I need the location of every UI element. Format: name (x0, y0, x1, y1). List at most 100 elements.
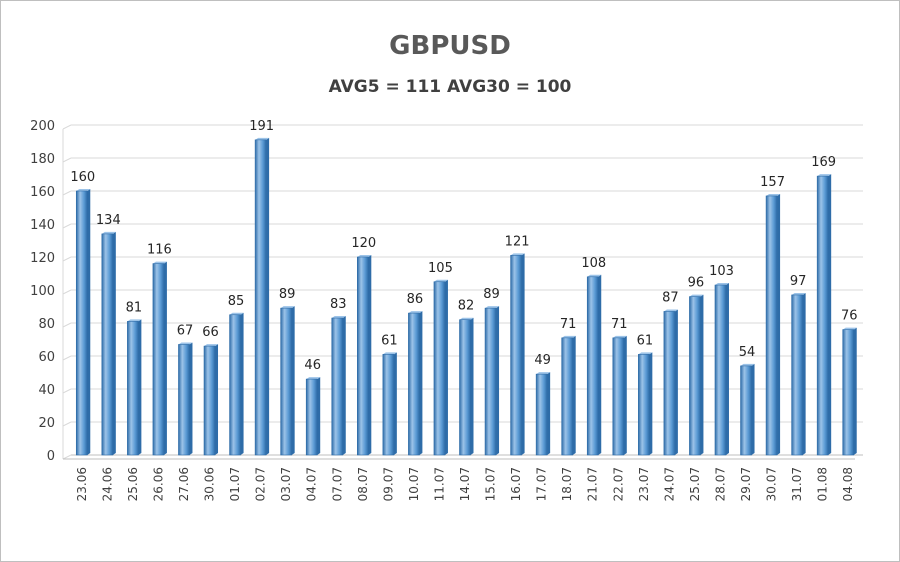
bar-side (700, 294, 704, 455)
bars (75, 137, 857, 456)
bar-top (791, 292, 806, 295)
x-tick-label: 17.07 (535, 467, 549, 501)
data-label: 86 (407, 292, 424, 307)
bar-top (127, 319, 142, 322)
data-label: 169 (811, 155, 836, 170)
bar-side (623, 335, 627, 455)
bar-top (638, 352, 653, 355)
bar-side (470, 317, 474, 455)
data-label: 134 (96, 213, 121, 228)
bar-top (178, 342, 193, 345)
bar-top (561, 335, 576, 338)
data-label: 96 (688, 276, 705, 291)
bar-side (674, 309, 678, 455)
gridline-depth (62, 355, 72, 361)
x-tick-label: 30.07 (765, 467, 779, 501)
x-tick-label: 27.06 (177, 467, 191, 501)
y-tick-label: 80 (38, 317, 55, 332)
bar-top (357, 255, 372, 257)
bar (459, 319, 471, 456)
bar (382, 354, 395, 456)
bar-side (853, 327, 857, 455)
x-tick-label: 29.07 (739, 467, 753, 501)
y-tick-label: 120 (30, 251, 55, 266)
bar-side (393, 352, 397, 455)
data-label: 82 (458, 299, 475, 314)
bar (229, 314, 241, 456)
bar (408, 312, 420, 456)
gridline-depth (62, 157, 72, 163)
bar (791, 294, 803, 456)
y-tick-label: 40 (38, 383, 55, 398)
chart-title: GBPUSD (389, 31, 511, 61)
data-label: 61 (381, 333, 398, 348)
bar (305, 378, 318, 456)
gridline-depth (62, 322, 72, 328)
data-label: 87 (662, 290, 679, 305)
bar (612, 337, 625, 456)
x-tick-label: 23.06 (75, 467, 89, 501)
bar (561, 337, 573, 456)
bar-top (536, 372, 551, 375)
data-label: 83 (330, 297, 347, 312)
bar-top (408, 311, 423, 314)
x-tick-label: 30.06 (203, 467, 217, 501)
bar (357, 256, 369, 456)
gridline-depth (62, 454, 72, 460)
bar-top (382, 352, 397, 355)
bar-side (751, 363, 755, 455)
bar (127, 321, 139, 456)
data-label: 66 (202, 325, 219, 340)
x-tick-label: 09.07 (381, 467, 395, 501)
bar (765, 195, 778, 456)
bar-side (725, 283, 729, 455)
bar (484, 307, 497, 456)
gridline-depth (62, 124, 72, 130)
y-tick-label: 0 (47, 449, 55, 464)
bar-top (766, 193, 781, 196)
bar-top (152, 261, 167, 264)
bar (689, 296, 701, 456)
data-label: 157 (760, 175, 785, 190)
data-label: 49 (534, 353, 551, 368)
x-tick-label: 22.07 (611, 467, 625, 501)
bar-side (163, 261, 167, 455)
x-tick-label: 25.06 (126, 467, 140, 501)
bar (75, 190, 88, 456)
bar-top (842, 327, 857, 330)
y-tick-label: 200 (30, 119, 55, 134)
bar (638, 354, 650, 456)
x-tick-label: 28.07 (713, 467, 727, 501)
x-tick-label: 03.07 (279, 467, 293, 501)
bar (433, 281, 446, 456)
bar-side (112, 231, 116, 455)
x-tick-label: 18.07 (560, 467, 574, 501)
x-tick-label: 11.07 (432, 467, 446, 501)
bar-side (215, 344, 219, 455)
bar (663, 311, 676, 456)
bar-side (317, 377, 321, 455)
bar-side (496, 306, 500, 455)
data-label: 105 (428, 261, 453, 276)
bar (178, 344, 190, 456)
bar-top (433, 279, 448, 282)
bar-side (521, 253, 525, 455)
x-tick-label: 25.07 (688, 467, 702, 501)
y-tick-label: 180 (30, 152, 55, 167)
data-label: 89 (483, 287, 500, 302)
bar-side (138, 319, 142, 455)
bar-top (485, 306, 500, 309)
bar-side (598, 274, 602, 455)
bar-top (331, 316, 346, 319)
bar-top (76, 189, 91, 191)
x-tick-label: 14.07 (458, 467, 472, 501)
bar-side (649, 352, 653, 455)
x-tick-label: 26.06 (151, 467, 165, 501)
bar-side (266, 137, 270, 455)
gridline-depth (62, 223, 72, 229)
bar (714, 284, 727, 456)
data-label: 81 (126, 300, 143, 315)
bar-side (291, 306, 295, 455)
data-label: 116 (147, 243, 172, 258)
